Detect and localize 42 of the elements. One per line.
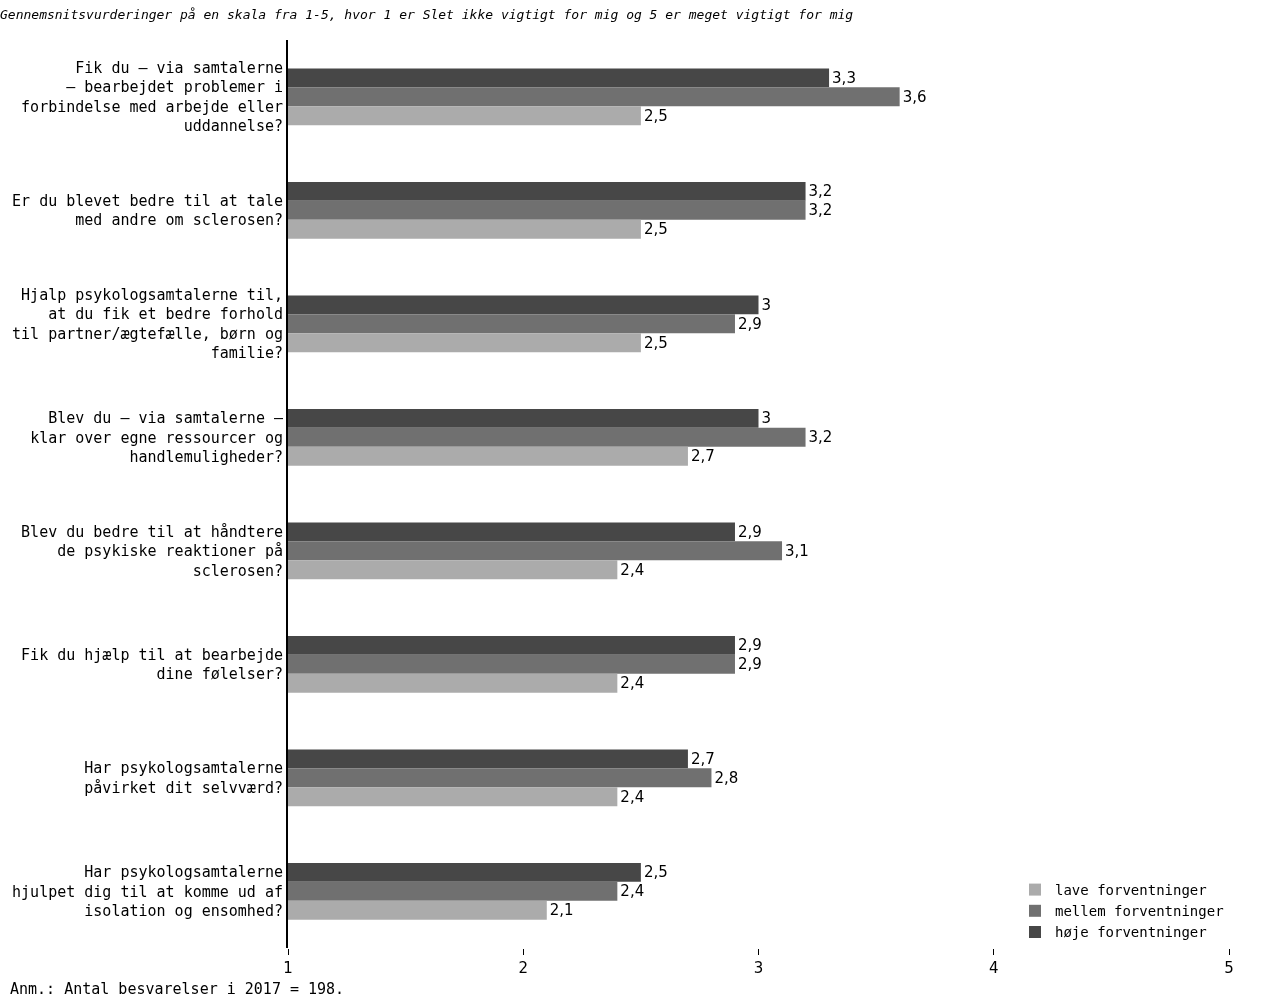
x-tick-label: 4 (988, 959, 999, 977)
legend-label: lave forventninger (1055, 882, 1207, 899)
data-label: 3,1 (785, 541, 809, 560)
x-tick-label: 2 (518, 959, 529, 977)
data-label: 2,9 (737, 314, 762, 333)
data-label: 2,1 (549, 901, 574, 920)
data-label: 3 (761, 409, 772, 428)
x-tick-label: 3 (753, 959, 764, 977)
data-label: 2,5 (643, 220, 668, 239)
data-label: 2,8 (714, 768, 739, 787)
data-label: 2,9 (737, 522, 762, 541)
y-tick-label: Fik du hjælp til at bearbejde dine følelser? (21, 645, 283, 684)
data-label: 2,9 (737, 655, 762, 674)
data-label: 3,2 (808, 182, 833, 201)
data-label: 3,6 (902, 87, 927, 106)
data-label: 2,5 (643, 106, 668, 125)
data-label: 3 (761, 295, 772, 314)
data-label: 2,4 (620, 674, 645, 693)
data-label: 3,2 (808, 201, 833, 220)
legend-label: høje forventninger (1055, 924, 1207, 941)
text: Anm.: Antal besvarelser i 2017 = 198. (10, 980, 345, 998)
data-label: 2,7 (690, 447, 715, 466)
y-tick-label: Har psykologsamtalerne hjulpet dig til at komme ud af isolation og ensomhed? (12, 863, 283, 920)
data-label: 2,5 (643, 333, 668, 352)
data-label: 2,5 (643, 863, 668, 882)
y-tick-label: Blev du bedre til at håndtere de psykiske reaktioner på sclerosen? (21, 522, 283, 580)
data-label: 2,4 (620, 787, 645, 806)
data-label: 2,4 (620, 560, 645, 579)
x-tick-label: 5 (1224, 959, 1234, 977)
y-tick-label: Er du blevet bedre til at tale med andre om sclerosen? (12, 191, 283, 230)
y-tick-label: Blev du – via samtalerne – klar over egne ressourcer og handlemuligheder? (30, 409, 284, 466)
data-label: 3,3 (832, 68, 856, 87)
data-label: 3,2 (808, 428, 833, 447)
y-tick-label: Hjalp psykologsamtalerne til, at du fik et bedre forhold til partner/ægtefælle, børn og familie? (12, 285, 283, 363)
data-label: 2,9 (737, 636, 762, 655)
data-label: 2,7 (690, 749, 715, 768)
y-tick-label: Fik du – via samtalerne – bearbejdet problemer i forbindelse med arbejde eller uddannelse? (21, 58, 283, 136)
legend-label: mellem forventninger (1055, 903, 1224, 920)
data-label: 2,4 (620, 882, 645, 901)
chart-title: Gennemsnitsvurderinger på en skala fra 1-5, hvor 1 er Slet ikke vigtigt for mig og 5 er meget vigtigt for mig (0, 7, 854, 23)
y-tick-label: Har psykologsamtalerne påvirket dit selvværd? (84, 759, 283, 797)
x-tick-label: 1 (283, 959, 293, 977)
